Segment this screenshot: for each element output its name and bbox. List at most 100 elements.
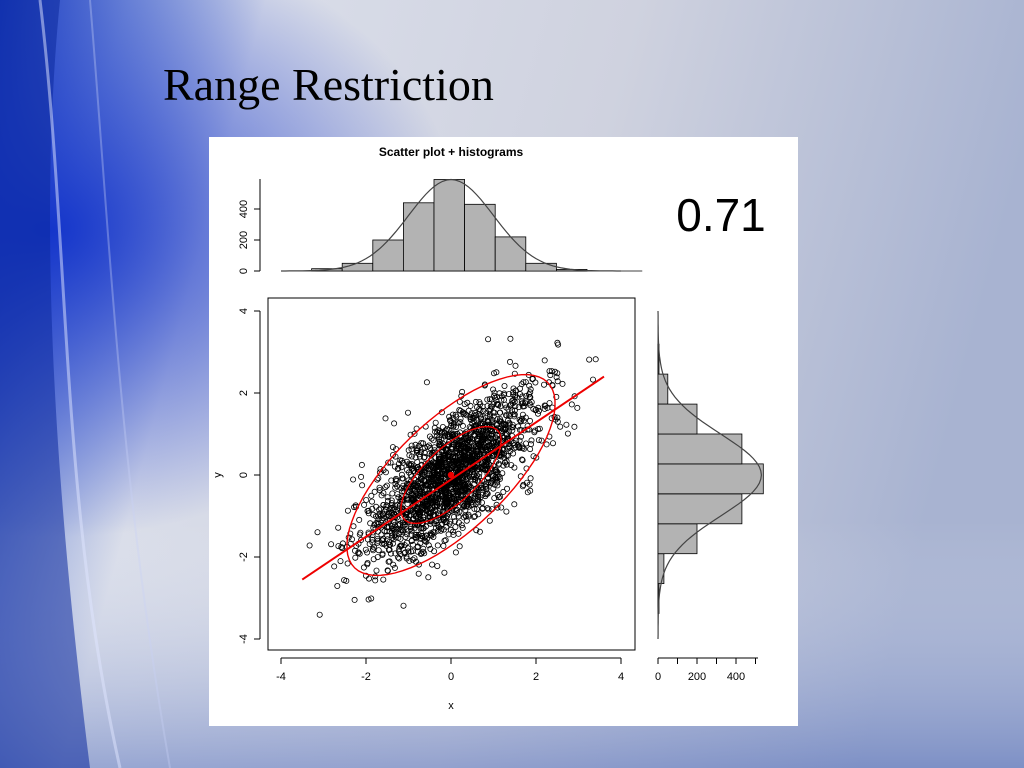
scatter-point (339, 540, 346, 547)
scatter-point (419, 473, 426, 480)
chart-figure: Scatter plot + histograms 0.71 x y -4 -2 0… (209, 137, 798, 726)
right-hist-bar (657, 373, 669, 405)
scatter-point (481, 434, 488, 441)
scatter-point (530, 405, 537, 412)
scatter-point (462, 512, 469, 519)
scatter-point (437, 471, 444, 478)
scatter-point (540, 381, 547, 388)
scatter-point (434, 542, 441, 549)
scatter-point (419, 548, 426, 555)
scatter-point (433, 468, 440, 475)
scatter-point (406, 460, 413, 467)
scatter-point (460, 440, 467, 447)
scatter-point (415, 570, 422, 577)
scatter-point (464, 475, 471, 482)
scatter-point (425, 508, 432, 515)
scatter-point (515, 404, 522, 411)
scatter-point (474, 440, 481, 447)
scatter-point (397, 542, 404, 549)
x-tick-label: -2 (361, 671, 371, 683)
scatter-point (513, 437, 520, 444)
scatter-point (437, 512, 444, 519)
scatter-point (398, 457, 405, 464)
scatter-point (348, 536, 355, 543)
scatter-point (372, 573, 379, 580)
x-tick-label: -4 (276, 671, 286, 683)
scatter-point (441, 537, 448, 544)
scatter-point (427, 545, 434, 552)
scatter-point (490, 413, 497, 420)
scatter-point (398, 471, 405, 478)
scatter-point (409, 541, 416, 548)
scatter-point (409, 556, 416, 563)
scatter-point (491, 495, 498, 502)
scatter-point (328, 541, 335, 548)
scatter-point (586, 356, 593, 363)
scatter-point (497, 493, 504, 500)
scatter-point (506, 419, 513, 426)
top-hist-y-tick-label: 400 (238, 200, 250, 218)
scatter-point (378, 492, 385, 499)
scatter-point (414, 492, 421, 499)
scatter-point (450, 430, 457, 437)
scatter-point (459, 422, 466, 429)
scatter-point (505, 406, 512, 413)
scatter-point (431, 476, 438, 483)
scatter-point (356, 516, 363, 523)
scatter-point (496, 390, 503, 397)
scatter-point (535, 437, 542, 444)
scatter-point (404, 545, 411, 552)
scatter-point (454, 485, 461, 492)
inner-ellipse (400, 426, 502, 524)
scatter-point (554, 414, 561, 421)
top-hist-y-tick-label: 200 (238, 231, 250, 249)
scatter-point (464, 399, 471, 406)
scatter-point (375, 520, 382, 527)
scatter-point (453, 447, 460, 454)
scatter-point (411, 430, 418, 437)
scatter-point (376, 487, 383, 494)
scatter-point (442, 432, 449, 439)
scatter-point (411, 486, 418, 493)
scatter-point (478, 427, 485, 434)
scatter-point (476, 528, 483, 535)
scatter-point (547, 372, 554, 379)
scatter-point (447, 526, 454, 533)
scatter-point (455, 479, 462, 486)
scatter-point (445, 531, 452, 538)
scatter-point (365, 575, 372, 582)
scatter-point (471, 475, 478, 482)
scatter-point (490, 386, 497, 393)
scatter-point (477, 412, 484, 419)
scatter-point (385, 459, 392, 466)
scatter-point (410, 511, 417, 518)
scatter-point (426, 486, 433, 493)
scatter-point (425, 574, 432, 581)
scatter-point (461, 502, 468, 509)
scatter-point (338, 543, 345, 550)
scatter-point (331, 563, 338, 570)
scatter-point (413, 464, 420, 471)
scatter-point (396, 545, 403, 552)
scatter-point (491, 481, 498, 488)
scatter-point (399, 527, 406, 534)
chart-title: Scatter plot + histograms (379, 145, 524, 159)
scatter-point (521, 400, 528, 407)
scatter-point (548, 415, 555, 422)
scatter-point (438, 522, 445, 529)
scatter-point (360, 564, 367, 571)
scatter-point (375, 547, 382, 554)
scatter-histogram-chart: Scatter plot + histograms 0.71 x y -4 -2 0… (212, 145, 766, 712)
scatter-point (462, 495, 469, 502)
scatter-point (449, 431, 456, 438)
scatter-point (408, 527, 415, 534)
scatter-point (520, 379, 527, 386)
scatter-point (519, 483, 526, 490)
scatter-point (510, 391, 517, 398)
scatter-point (452, 523, 459, 530)
scatter-point (485, 506, 492, 513)
scatter-point (519, 403, 526, 410)
scatter-point (351, 547, 358, 554)
scatter-point (379, 551, 386, 558)
scatter-point (480, 465, 487, 472)
